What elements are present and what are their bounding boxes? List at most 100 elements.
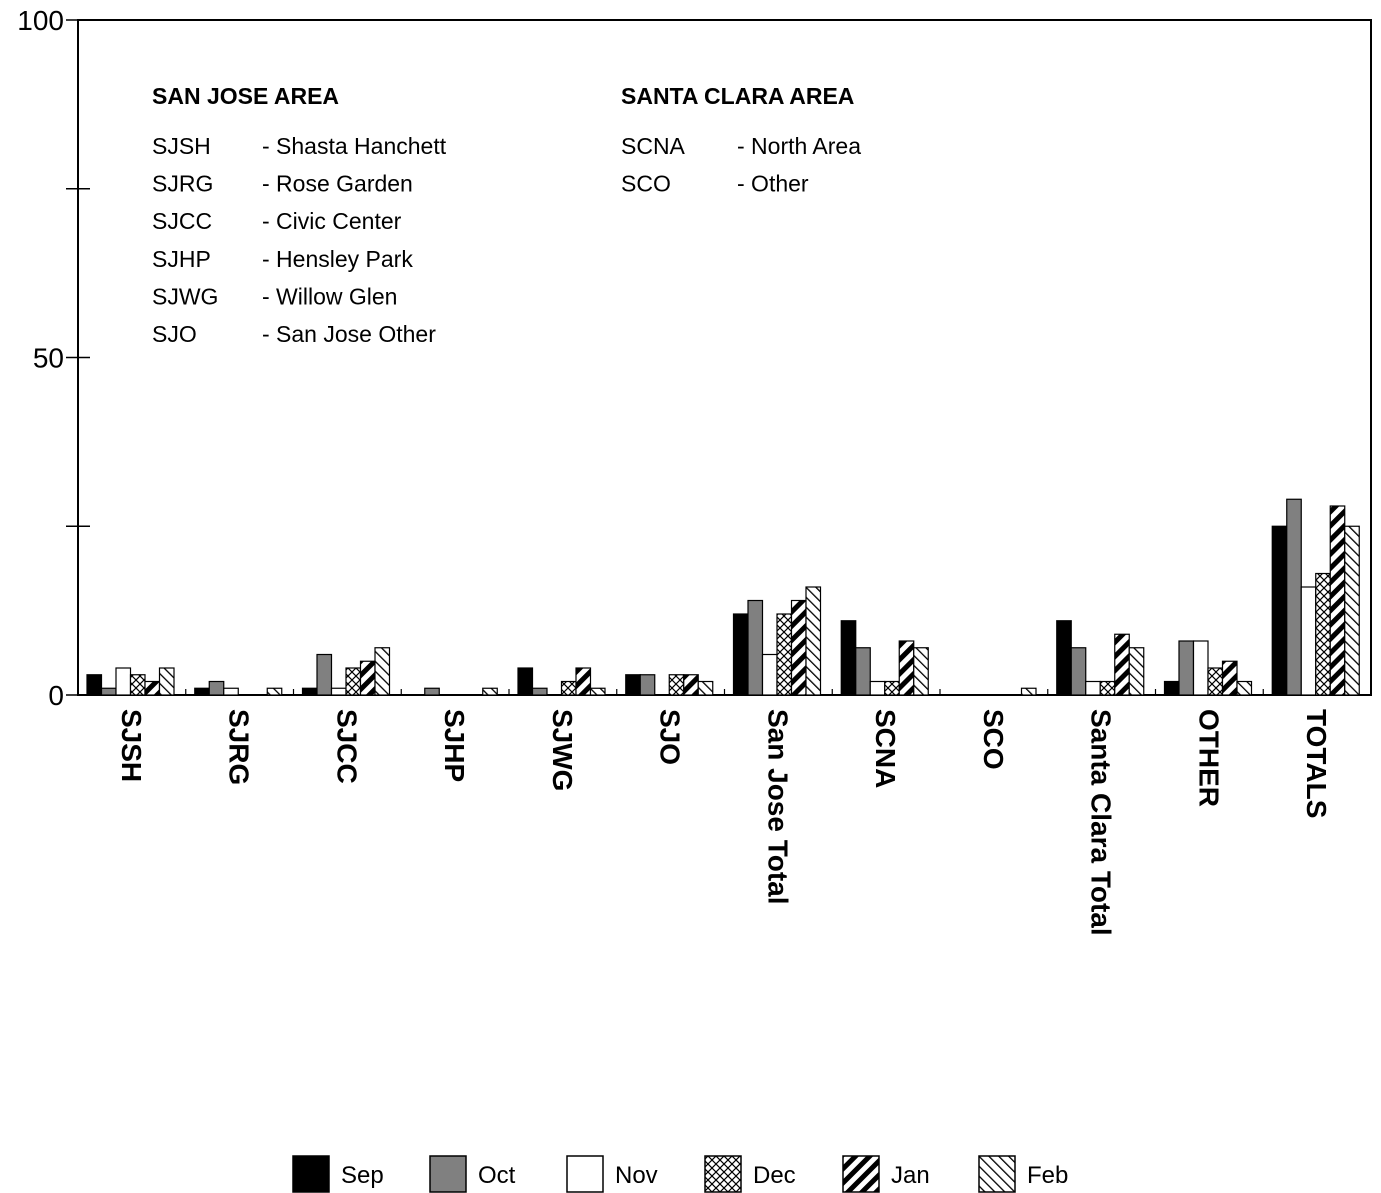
- bar-oct-5: [639, 674, 656, 696]
- bar-oct-2: [316, 653, 333, 696]
- bar-oct-6: [747, 599, 764, 696]
- legend-label-oct: Oct: [478, 1162, 516, 1189]
- area-description: - Shasta Hanchett: [262, 133, 447, 159]
- bar-jan-2: [359, 660, 376, 696]
- legend-swatch-dec: [704, 1155, 742, 1193]
- area-description: - Civic Center: [262, 208, 402, 234]
- bar-nov-11: [1300, 586, 1317, 696]
- x-category-label: SJO: [655, 709, 686, 765]
- legend-label-feb: Feb: [1027, 1162, 1068, 1189]
- bar-sep-5: [625, 674, 641, 696]
- area-code: SCNA: [621, 133, 686, 159]
- area-code: SJRG: [152, 171, 213, 197]
- bar-jan-5: [683, 674, 699, 696]
- bar-dec-0: [129, 674, 146, 696]
- bar-nov-7: [869, 680, 886, 696]
- bar-feb-10: [1236, 680, 1253, 696]
- bar-feb-0: [158, 667, 175, 696]
- x-category-label: SJWG: [547, 709, 578, 791]
- x-category-label: TOTALS: [1301, 709, 1332, 818]
- y-tick-label: 0: [48, 680, 64, 711]
- area-description: - San Jose Other: [262, 321, 436, 347]
- legend-swatch-jan: [842, 1155, 880, 1193]
- bar-feb-11: [1344, 525, 1360, 696]
- bar-nov-6: [761, 653, 778, 696]
- bar-dec-2: [345, 667, 362, 696]
- area-description: - Willow Glen: [262, 283, 397, 309]
- bar-feb-2: [374, 647, 391, 696]
- bar-nov-1: [223, 687, 239, 696]
- area-code: SJWG: [152, 283, 218, 309]
- bar-feb-6: [805, 586, 822, 696]
- legend-swatch-sep: [292, 1155, 330, 1193]
- bar-group: [86, 498, 1360, 696]
- bar-sep-11: [1271, 525, 1288, 696]
- legend-swatch-feb: [978, 1155, 1016, 1193]
- bar-oct-3: [424, 687, 440, 696]
- santa-clara-heading: SANTA CLARA AREA: [621, 83, 854, 109]
- x-category-label: SCO: [978, 709, 1009, 770]
- y-tick-label: 50: [33, 343, 64, 374]
- area-code: SJHP: [152, 246, 211, 272]
- area-key-annotation: SAN JOSE AREA SANTA CLARA AREA SJSH - Sha…: [152, 83, 861, 347]
- x-category-label: Santa Clara Total: [1086, 709, 1117, 936]
- bar-dec-6: [776, 613, 793, 696]
- bar-sep-9: [1056, 620, 1072, 696]
- bar-oct-7: [855, 647, 871, 696]
- bar-oct-10: [1178, 640, 1195, 696]
- bar-feb-7: [913, 647, 929, 696]
- bar-sep-6: [732, 613, 749, 696]
- area-description: - Rose Garden: [262, 171, 413, 197]
- area-code: SCO: [621, 171, 671, 197]
- san-jose-heading: SAN JOSE AREA: [152, 83, 339, 109]
- bar-dec-10: [1207, 667, 1224, 696]
- x-category-label: SJHP: [439, 709, 470, 782]
- bar-oct-4: [531, 687, 548, 696]
- bar-dec-5: [668, 674, 685, 696]
- area-description: - North Area: [737, 133, 861, 159]
- legend-label-dec: Dec: [753, 1162, 796, 1189]
- bar-nov-9: [1085, 680, 1101, 696]
- bar-jan-0: [144, 680, 161, 696]
- bar-nov-10: [1192, 640, 1209, 696]
- x-category-label: SJRG: [224, 709, 255, 785]
- bar-jan-10: [1221, 660, 1238, 696]
- area-description: - Hensley Park: [262, 246, 413, 272]
- bar-jan-7: [898, 640, 915, 696]
- bar-dec-4: [560, 680, 577, 696]
- bar-sep-1: [194, 687, 210, 696]
- plot-frame: [77, 19, 1372, 696]
- bar-jan-4: [575, 667, 592, 696]
- area-code: SJO: [152, 321, 197, 347]
- bar-feb-1: [266, 687, 283, 696]
- bar-dec-9: [1099, 680, 1116, 696]
- legend-label-nov: Nov: [615, 1162, 658, 1189]
- bar-sep-7: [840, 620, 857, 696]
- area-code: SJSH: [152, 133, 211, 159]
- x-category-label: SCNA: [870, 709, 901, 788]
- bar-jan-6: [790, 599, 807, 696]
- bar-feb-3: [482, 687, 498, 696]
- legend-label-sep: Sep: [341, 1162, 384, 1189]
- bar-nov-2: [330, 687, 347, 696]
- y-tick-label: 100: [17, 5, 64, 36]
- bar-feb-5: [697, 680, 714, 696]
- x-category-label: SJCC: [331, 709, 362, 784]
- bar-feb-8: [1020, 687, 1037, 696]
- x-category-label: San Jose Total: [762, 709, 793, 905]
- area-code: SJCC: [152, 208, 212, 234]
- bar-oct-0: [100, 687, 117, 696]
- y-axis: 0 50 100: [17, 5, 90, 711]
- bar-jan-11: [1329, 505, 1346, 696]
- bar-sep-2: [301, 687, 318, 696]
- bar-oct-1: [208, 680, 225, 696]
- legend-swatch-oct: [429, 1155, 467, 1193]
- bar-oct-9: [1070, 647, 1087, 696]
- bar-feb-4: [589, 687, 606, 696]
- bar-dec-11: [1315, 572, 1331, 696]
- area-description: - Other: [737, 171, 809, 197]
- x-axis-labels: SJSH SJRG SJCC SJHP SJWG SJO San Jose Total SCN…: [116, 709, 1332, 936]
- legend-swatch-nov: [566, 1155, 604, 1193]
- x-category-label: SJSH: [116, 709, 147, 782]
